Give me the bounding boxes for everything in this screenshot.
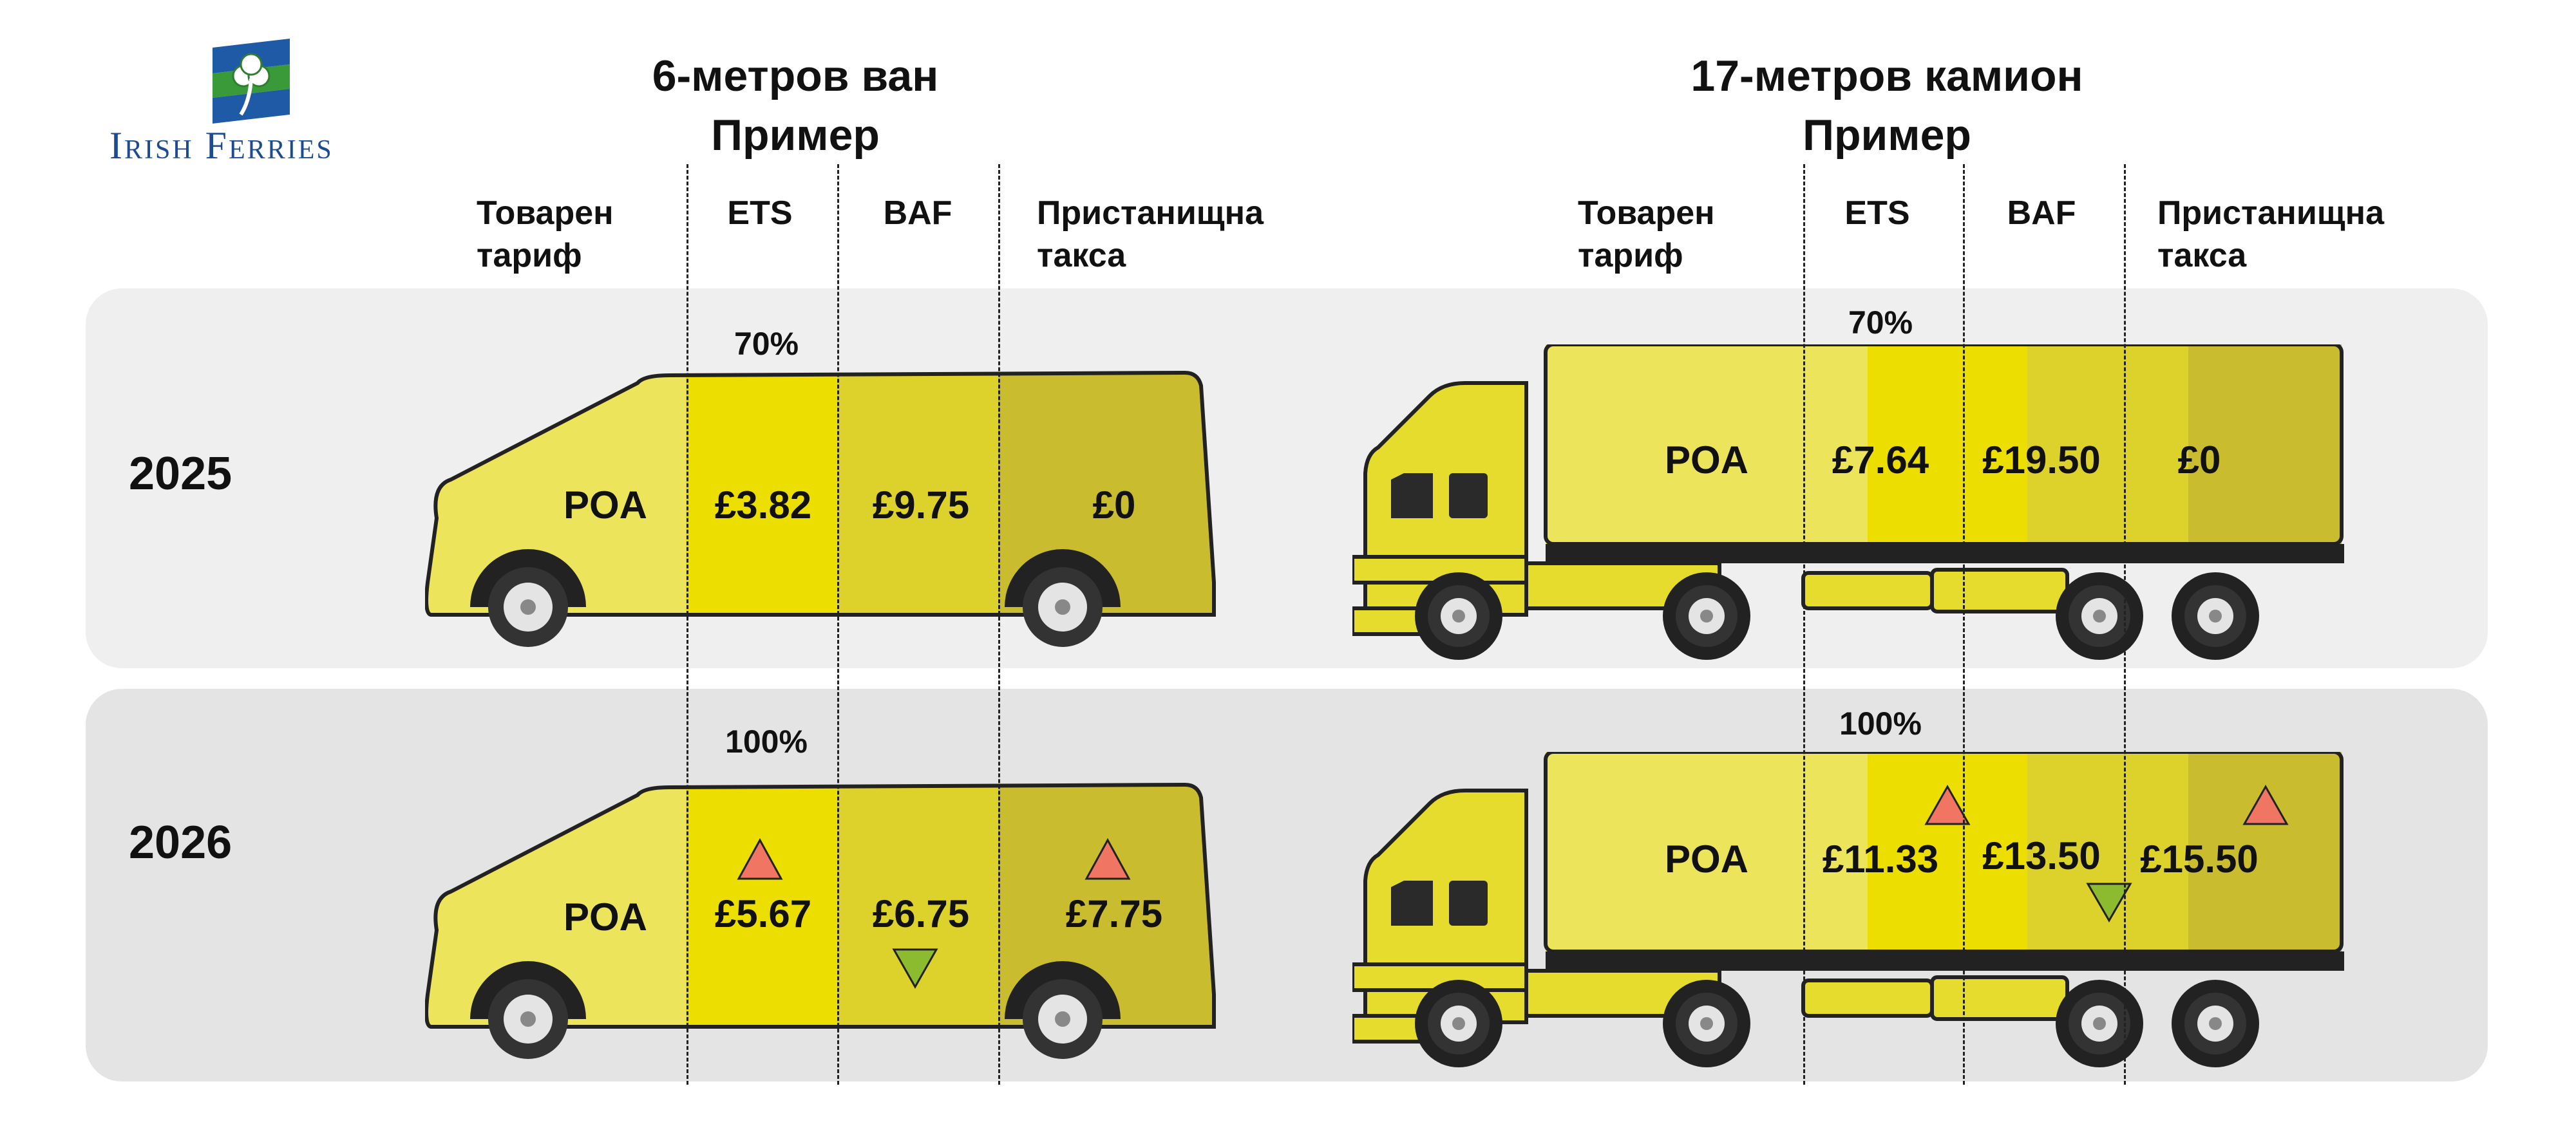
van-divider-ets-baf	[837, 164, 839, 1085]
van-2025-port-value: £0	[1092, 483, 1136, 527]
truck-2025-illustration	[1352, 344, 2344, 660]
truck-2026-illustration	[1352, 752, 2344, 1067]
van-2026-ets-value: £5.67	[714, 892, 812, 935]
van-divider-baf-port	[998, 164, 1000, 1085]
row-year-2026: 2026	[129, 817, 232, 868]
truck-2026-baf-down-icon	[2086, 883, 2132, 922]
brand-logo: Irish Ferries	[103, 39, 406, 171]
truck-2026-ets-up-icon	[1924, 784, 1971, 825]
brand-name: Irish Ferries	[109, 124, 334, 167]
van-2025-baf-value: £9.75	[872, 483, 970, 527]
truck-2026-port-up-icon	[2242, 784, 2289, 825]
truck-2026-baf-value: £13.50	[1982, 834, 2101, 877]
van-2026-port-up-icon	[1084, 838, 1131, 880]
row-year-2025: 2025	[129, 448, 232, 500]
van-divider-tariff-ets	[687, 164, 688, 1085]
truck-2026-ets-value: £11.33	[1822, 838, 1939, 881]
truck-2025-wheels	[1415, 572, 2259, 660]
truck-header-baf: BAF	[2007, 194, 2076, 232]
shamrock-flag-icon	[213, 39, 290, 124]
van-2025-rear-wheel	[1023, 567, 1103, 647]
truck-header-port: Пристанищна такса	[2157, 194, 2384, 274]
van-2026-front-wheel	[488, 979, 568, 1059]
truck-title-line2: Пример	[1803, 111, 1971, 160]
van-header-baf: BAF	[883, 194, 952, 232]
truck-2025-baf-value: £19.50	[1982, 438, 2101, 482]
van-2026-illustration	[425, 782, 1216, 1059]
truck-2025-ets-value: £7.64	[1832, 438, 1929, 482]
truck-2025-port-value: £0	[2177, 438, 2221, 482]
van-2025-front-wheel	[488, 567, 568, 647]
truck-title: 17-метров камион Пример	[1597, 46, 2177, 165]
van-2025-ets-value: £3.82	[714, 483, 812, 527]
van-title: 6-метров ван Пример	[506, 46, 1085, 165]
van-header-tariff: Товарен тариф	[477, 194, 614, 274]
van-2026-tariff-value: POA	[563, 895, 648, 939]
truck-2026-ets-percent: 100%	[1839, 706, 1922, 742]
truck-2026-port-value: £15.50	[2140, 838, 2259, 881]
truck-2025-tariff-value: POA	[1664, 438, 1749, 482]
van-title-line2: Пример	[711, 111, 880, 160]
van-2026-ets-up-icon	[737, 838, 783, 880]
truck-header-tariff: Товарен тариф	[1578, 194, 1715, 274]
van-2026-baf-down-icon	[892, 948, 938, 989]
van-2026-port-value: £7.75	[1065, 892, 1163, 935]
van-2025-illustration	[425, 370, 1216, 647]
van-2026-baf-value: £6.75	[872, 892, 970, 935]
truck-divider-tariff-ets	[1803, 164, 1805, 1085]
van-2026-rear-wheel	[1023, 979, 1103, 1059]
van-2026-ets-percent: 100%	[725, 724, 808, 760]
truck-2026-tariff-value: POA	[1664, 838, 1749, 881]
truck-title-line1: 17-метров камион	[1690, 52, 2083, 100]
truck-header-ets: ETS	[1844, 194, 1910, 232]
van-header-ets: ETS	[727, 194, 793, 232]
van-2025-tariff-value: POA	[563, 483, 648, 527]
truck-2025-ets-percent: 70%	[1848, 304, 1913, 341]
van-title-line1: 6-метров ван	[652, 52, 939, 100]
truck-2026-wheels	[1415, 980, 2259, 1067]
truck-divider-baf-port	[2124, 164, 2126, 1085]
van-2025-ets-percent: 70%	[734, 326, 799, 362]
truck-divider-ets-baf	[1963, 164, 1965, 1085]
van-header-port: Пристанищна такса	[1037, 194, 1264, 274]
